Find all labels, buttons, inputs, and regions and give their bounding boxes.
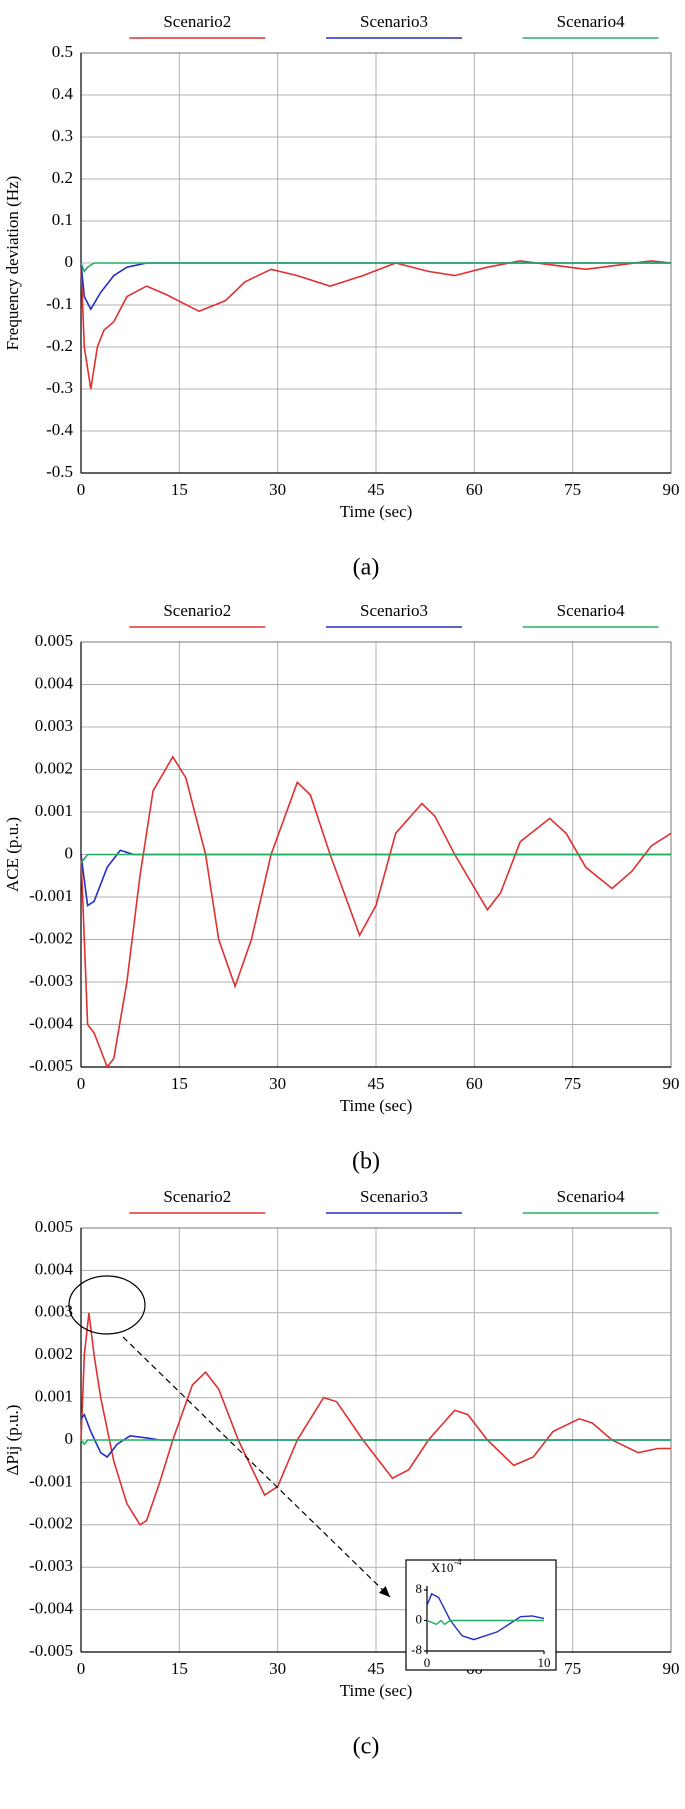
x-tick-label: 15 xyxy=(171,480,188,499)
caption: (c) xyxy=(353,1734,380,1760)
y-axis-label: Frequency deviation (Hz) xyxy=(3,176,22,351)
y-tick-label: 0.003 xyxy=(35,716,73,735)
zoom-ellipse xyxy=(68,1275,146,1335)
x-axis-label: Time (sec) xyxy=(340,1681,413,1700)
inset-y-tick-label: -8 xyxy=(411,1642,422,1657)
x-tick-label: 75 xyxy=(564,1074,581,1093)
y-tick-label: 0.001 xyxy=(35,801,73,820)
y-tick-label: 0.4 xyxy=(52,84,74,103)
y-tick-label: -0.004 xyxy=(29,1599,73,1618)
series-line xyxy=(426,1592,545,1641)
y-tick-label: 0 xyxy=(65,843,74,862)
series-line xyxy=(80,1439,671,1446)
series-line xyxy=(80,260,672,390)
legend-label: Scenario2 xyxy=(163,12,231,31)
x-tick-label: 0 xyxy=(77,480,86,499)
series-line xyxy=(426,1619,544,1626)
x-tick-label: 0 xyxy=(77,1074,86,1093)
inset-y-tick-label: 8 xyxy=(416,1581,423,1596)
series-line xyxy=(80,853,671,864)
legend-label: Scenario3 xyxy=(360,1187,428,1206)
y-tick-label: -0.001 xyxy=(29,886,73,905)
y-tick-label: 0 xyxy=(65,252,74,271)
legend-label: Scenario4 xyxy=(557,1187,625,1206)
inset-scale-label: X10 xyxy=(431,1560,453,1575)
y-tick-label: 0.002 xyxy=(35,758,73,777)
y-tick-label: -0.4 xyxy=(46,420,73,439)
y-tick-label: 0.004 xyxy=(35,673,74,692)
y-tick-label: 0.003 xyxy=(35,1302,73,1321)
legend-label: Scenario2 xyxy=(163,1187,231,1206)
y-tick-label: 0.2 xyxy=(52,168,73,187)
y-tick-label: -0.003 xyxy=(29,1556,73,1575)
caption: (b) xyxy=(352,1149,380,1175)
legend-label: Scenario4 xyxy=(557,12,625,31)
x-tick-label: 30 xyxy=(269,1074,286,1093)
legend-label: Scenario4 xyxy=(557,601,625,620)
y-tick-label: -0.005 xyxy=(29,1056,73,1075)
x-tick-label: 45 xyxy=(368,480,385,499)
x-tick-label: 75 xyxy=(564,480,581,499)
x-tick-label: 0 xyxy=(77,1659,86,1678)
x-tick-label: 15 xyxy=(171,1074,188,1093)
x-tick-label: 60 xyxy=(466,480,483,499)
x-tick-label: 75 xyxy=(564,1659,581,1678)
x-tick-label: 45 xyxy=(368,1074,385,1093)
y-tick-label: 0.005 xyxy=(35,631,73,650)
inset-y-tick-label: 0 xyxy=(416,1611,423,1626)
x-tick-label: 90 xyxy=(663,1074,680,1093)
inset-x-tick-label: 10 xyxy=(538,1655,551,1670)
y-tick-label: 0 xyxy=(65,1429,74,1448)
y-tick-label: 0.005 xyxy=(35,1217,73,1236)
zoom-arrow xyxy=(122,1336,391,1598)
y-tick-label: -0.1 xyxy=(46,294,73,313)
series-line xyxy=(80,1412,671,1459)
y-tick-label: 0.1 xyxy=(52,210,73,229)
legend-label: Scenario3 xyxy=(360,601,428,620)
y-tick-label: -0.003 xyxy=(29,971,73,990)
x-tick-label: 90 xyxy=(663,1659,680,1678)
x-tick-label: 60 xyxy=(466,1074,483,1093)
y-tick-label: 0.004 xyxy=(35,1259,74,1278)
inset-x-tick-label: 0 xyxy=(424,1655,431,1670)
y-tick-label: -0.005 xyxy=(29,1641,73,1660)
series-line xyxy=(80,755,672,1069)
y-axis-label: ΔPij (p.u.) xyxy=(3,1405,22,1476)
caption: (a) xyxy=(353,555,380,581)
series-line xyxy=(80,1312,671,1526)
y-tick-label: -0.002 xyxy=(29,928,73,947)
y-tick-label: -0.002 xyxy=(29,1514,73,1533)
y-tick-label: -0.5 xyxy=(46,462,73,481)
x-tick-label: 45 xyxy=(368,1659,385,1678)
y-axis-label: ACE (p.u.) xyxy=(3,817,22,892)
x-axis-label: Time (sec) xyxy=(340,502,413,521)
y-tick-label: -0.004 xyxy=(29,1013,73,1032)
x-tick-label: 30 xyxy=(269,480,286,499)
inset-box xyxy=(405,1559,557,1671)
legend-label: Scenario2 xyxy=(163,601,231,620)
x-tick-label: 30 xyxy=(269,1659,286,1678)
x-tick-label: 90 xyxy=(663,480,680,499)
inset-scale-exponent: -4 xyxy=(454,1557,462,1567)
y-tick-label: 0.5 xyxy=(52,42,73,61)
series-line xyxy=(80,262,671,273)
x-axis-label: Time (sec) xyxy=(340,1096,413,1115)
y-tick-label: -0.3 xyxy=(46,378,73,397)
x-tick-label: 15 xyxy=(171,1659,188,1678)
y-tick-label: 0.002 xyxy=(35,1344,73,1363)
y-tick-label: -0.2 xyxy=(46,336,73,355)
y-tick-label: 0.3 xyxy=(52,126,73,145)
legend-label: Scenario3 xyxy=(360,12,428,31)
y-tick-label: -0.001 xyxy=(29,1471,73,1490)
y-tick-label: 0.001 xyxy=(35,1387,73,1406)
